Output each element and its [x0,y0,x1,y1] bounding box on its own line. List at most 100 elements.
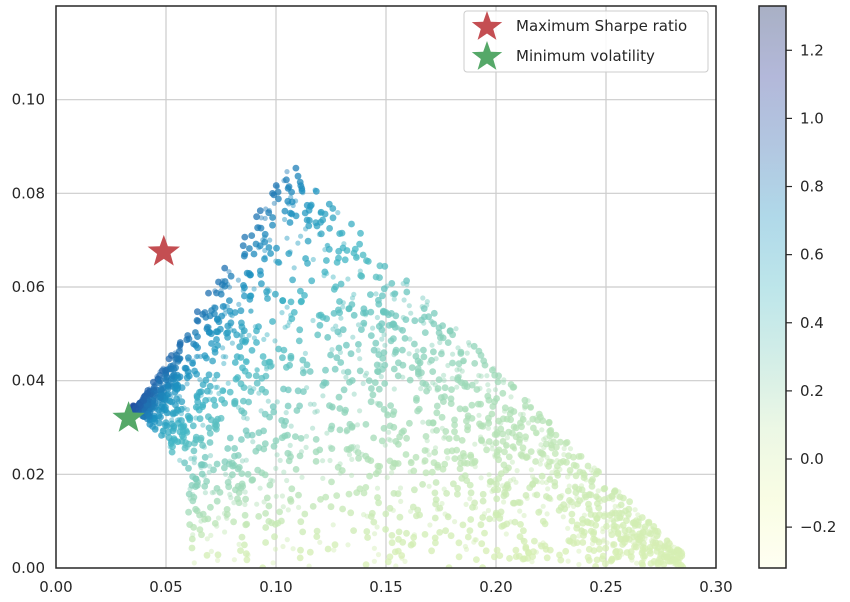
portfolio-point [272,182,280,189]
portfolio-point [256,224,262,230]
portfolio-point [372,531,378,537]
portfolio-point [608,510,616,517]
portfolio-point [292,433,299,440]
portfolio-point [459,368,465,374]
portfolio-point [638,514,646,521]
portfolio-point [433,409,441,417]
portfolio-point [438,350,445,358]
portfolio-point [231,328,237,334]
portfolio-point [567,471,573,477]
portfolio-point [280,346,288,354]
portfolio-point [355,341,362,348]
portfolio-point [432,479,440,486]
portfolio-point [272,437,280,445]
portfolio-point [541,436,547,443]
portfolio-point [299,528,307,536]
portfolio-point [206,439,214,446]
portfolio-point [500,522,508,529]
portfolio-point [335,254,342,262]
portfolio-point [355,454,362,462]
portfolio-point [588,483,596,490]
portfolio-point [499,438,507,445]
portfolio-point [327,457,333,464]
portfolio-point [531,492,538,498]
portfolio-point [663,537,671,545]
portfolio-point [360,305,368,313]
portfolio-point [151,383,158,391]
portfolio-point [170,365,178,373]
portfolio-point [374,485,381,491]
portfolio-point [259,564,267,568]
portfolio-point [186,416,194,424]
portfolio-point [274,519,282,527]
portfolio-point [430,380,436,386]
portfolio-point [205,424,213,432]
portfolio-point [306,548,314,556]
portfolio-point [375,300,383,308]
portfolio-point [399,361,407,369]
portfolio-point [275,195,282,203]
portfolio-point [194,344,202,352]
portfolio-point [657,553,663,559]
portfolio-point [275,258,282,266]
portfolio-point [566,497,573,504]
portfolio-point [460,453,468,460]
portfolio-point [165,390,172,398]
portfolio-point [157,369,163,375]
portfolio-point [145,402,151,408]
portfolio-point [273,244,280,252]
portfolio-point [441,486,447,492]
portfolio-point [370,518,378,526]
portfolio-point [570,453,577,461]
portfolio-point [406,351,412,357]
portfolio-point [456,465,464,473]
portfolio-point [422,433,430,440]
portfolio-point [661,543,667,549]
portfolio-point [155,412,163,420]
portfolio-point [255,444,263,452]
portfolio-point [235,499,243,507]
portfolio-point [296,326,304,334]
portfolio-point [228,311,234,318]
portfolio-point [386,422,394,430]
portfolio-point [472,505,479,511]
portfolio-point [337,359,345,366]
portfolio-point [348,422,356,430]
portfolio-point [500,461,508,469]
portfolio-point [206,382,214,390]
portfolio-point [362,561,370,568]
portfolio-point [403,529,410,537]
portfolio-point [330,405,336,411]
portfolio-point [274,399,280,405]
portfolio-point [602,544,610,552]
portfolio-point [194,333,201,340]
portfolio-point [261,499,267,505]
portfolio-point [426,483,432,489]
portfolio-point [380,308,388,316]
portfolio-point [639,546,647,554]
portfolio-point [183,374,191,382]
portfolio-point [454,367,460,373]
portfolio-point [194,308,201,316]
portfolio-point [473,537,479,543]
portfolio-point [459,521,467,529]
portfolio-point [548,496,554,503]
portfolio-point [613,547,620,555]
portfolio-point [421,459,427,465]
legend-star-max-sharpe [471,11,503,40]
portfolio-point [429,342,435,348]
portfolio-point [511,518,519,526]
portfolio-point [305,206,313,214]
portfolio-point [290,309,298,316]
portfolio-point [507,406,515,414]
portfolio-point [290,546,296,552]
portfolio-point [324,270,330,277]
portfolio-point [254,224,261,232]
portfolio-point [381,380,389,387]
portfolio-point [187,486,193,492]
portfolio-point [312,409,318,415]
portfolio-point [443,490,450,497]
portfolio-point [553,467,559,473]
portfolio-point [510,476,517,482]
